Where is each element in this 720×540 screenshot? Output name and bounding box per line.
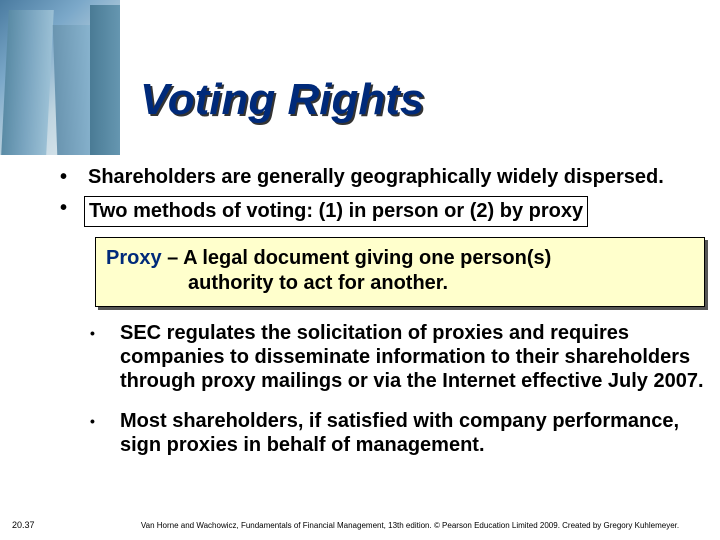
proxy-term: Proxy [106, 247, 162, 269]
bullet-text-boxed: Two methods of voting: (1) in person or … [84, 196, 588, 227]
bullet-text: Shareholders are generally geographicall… [88, 165, 664, 190]
footer-text: Van Horne and Wachowicz, Fundamentals of… [120, 521, 700, 530]
proxy-def-line2: authority to act for another. [106, 271, 694, 296]
proxy-sep: – [162, 247, 184, 269]
proxy-def-line1: A legal document giving one person(s) [183, 247, 551, 269]
bullet-dot: • [90, 409, 120, 457]
sub-bullet-text: Most shareholders, if satisfied with com… [120, 409, 705, 457]
bullet-dot: • [90, 321, 120, 393]
bullet-2: • Two methods of voting: (1) in person o… [60, 196, 705, 227]
slide-number: 20.37 [12, 520, 35, 530]
sub-bullet-1: • SEC regulates the solicitation of prox… [90, 321, 705, 393]
sub-bullet-2: • Most shareholders, if satisfied with c… [90, 409, 705, 457]
slide-title: Voting Rights [140, 75, 424, 125]
slide-content: • Shareholders are generally geographica… [60, 165, 705, 473]
proxy-definition-box: Proxy – A legal document giving one pers… [95, 237, 705, 307]
sub-bullet-text: SEC regulates the solicitation of proxie… [120, 321, 705, 393]
corner-photo [0, 0, 120, 155]
bullet-dot: • [60, 165, 88, 190]
bullet-1: • Shareholders are generally geographica… [60, 165, 705, 190]
